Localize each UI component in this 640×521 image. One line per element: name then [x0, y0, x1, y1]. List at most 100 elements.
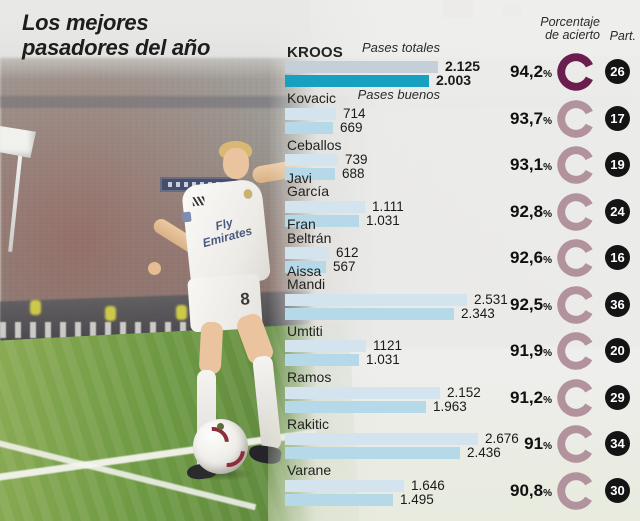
percent-sign: % — [543, 487, 552, 499]
bar-pases-totales: 2.531 — [285, 292, 508, 306]
matches-badge: 16 — [605, 245, 630, 270]
player-head — [223, 148, 249, 179]
bar-pases-totales: 1.111 — [285, 199, 404, 213]
percent-sign: % — [543, 208, 552, 220]
player-row: Rakitic 2.676 2.436 91% 34 — [285, 414, 640, 463]
bar-pases-buenos: 567 — [285, 260, 356, 273]
accuracy-donut-icon — [557, 99, 595, 138]
bar-pases-buenos: 688 — [285, 167, 365, 180]
ball-shadow — [188, 467, 254, 481]
pases-totales-value: 2.676 — [485, 431, 519, 446]
corner-flag-icon — [0, 126, 36, 158]
player-name: Varane — [287, 462, 332, 478]
pases-buenos-value: 2.003 — [436, 72, 472, 88]
player-row: Kovacic 714 669 93,7% 17 — [285, 88, 640, 138]
pases-totales-value: 739 — [345, 152, 368, 167]
player-row: Umtiti 1121 1.031 91,9% 20 — [285, 321, 640, 370]
accuracy-value: 91,9% — [510, 341, 552, 361]
bar-pases-buenos: 2.436 — [285, 446, 501, 459]
player-jersey: Fly Emirates — [180, 178, 272, 288]
accuracy-donut-icon — [557, 192, 595, 231]
bar-pases-totales: 2.676 — [285, 432, 519, 445]
player-left-hand — [148, 262, 161, 275]
pass-bars: 612 567 — [285, 245, 359, 273]
bar-pases-buenos: 1.963 — [285, 399, 467, 413]
pases-totales-value: 612 — [336, 245, 359, 260]
matches-badge: 26 — [605, 59, 630, 84]
percent-sign: % — [543, 255, 552, 266]
pases-buenos-value: 688 — [342, 166, 365, 181]
pases-buenos-value: 669 — [340, 119, 363, 135]
percent-sign: % — [543, 162, 552, 173]
accuracy-number: 91,2 — [510, 387, 544, 407]
bar-pases-buenos: 1.031 — [285, 353, 400, 366]
percent-sign: % — [543, 348, 552, 359]
matches-badge: 20 — [605, 338, 630, 363]
pases-buenos-value: 567 — [333, 259, 356, 274]
pass-bars: 739 688 — [285, 152, 368, 180]
accuracy-number: 90,8 — [510, 480, 544, 500]
accuracy-donut-icon — [557, 471, 595, 510]
player-left-leg — [198, 321, 224, 375]
player-name: Rakitic — [287, 415, 330, 432]
pass-bars: 2.676 2.436 — [285, 431, 519, 459]
label-pases-totales: Pases totales — [361, 40, 440, 55]
accuracy-value: 91,2% — [510, 388, 552, 408]
matches-badge: 24 — [605, 198, 630, 224]
percent-sign: % — [543, 394, 552, 406]
pases-buenos-value: 1.963 — [433, 398, 467, 414]
bar-pases-buenos: 669 — [285, 120, 363, 134]
pases-totales-value: 714 — [343, 105, 366, 121]
player-row: Ceballos 739 688 93,1% 19 — [285, 135, 640, 184]
steward-figure — [176, 305, 187, 320]
accuracy-donut-icon — [557, 378, 595, 417]
accuracy-value: 92,8% — [510, 202, 552, 222]
accuracy-value: 91% — [524, 434, 552, 454]
matches-badge: 19 — [605, 152, 630, 177]
matches-badge: 30 — [605, 477, 630, 503]
accuracy-donut-icon — [557, 425, 595, 463]
accuracy-donut-icon — [557, 53, 595, 91]
bar-pases-totales: 714 — [285, 106, 366, 120]
matches-badge: 36 — [605, 291, 630, 317]
player-row: Javi García 1.111 1.031 92,8% 24 — [285, 171, 640, 231]
accuracy-value: 92,6% — [510, 248, 552, 268]
percent-sign: % — [543, 115, 552, 127]
accuracy-number: 93,1 — [510, 155, 544, 174]
club-crest-icon — [243, 189, 253, 199]
bar-pases-totales: 1.646 — [285, 478, 445, 492]
player-name: Javi García — [287, 169, 330, 199]
bar-pases-buenos: 2.003 — [285, 73, 471, 87]
matches-badge: 34 — [605, 431, 630, 456]
pases-totales-value: 1.646 — [411, 477, 445, 493]
page-title: Los mejores pasadores del año — [22, 10, 211, 60]
accuracy-donut-icon — [557, 285, 595, 324]
player-row: Ramos 2.152 1.963 91,2% 29 — [285, 367, 640, 417]
adidas-logo-icon — [192, 196, 205, 207]
header-accuracy: Porcentaje de acierto — [540, 15, 600, 42]
player-name: Ceballos — [287, 136, 342, 153]
player-name: Fran Beltrán — [287, 216, 332, 246]
shorts-number: 8 — [239, 289, 251, 309]
pases-buenos-value: 1.031 — [366, 212, 400, 228]
player-row: Varane 1.646 1.495 90,8% 30 — [285, 460, 640, 510]
player-row: Fran Beltrán 612 567 92,6% 16 — [285, 217, 640, 277]
bar-pases-totales: 739 — [285, 153, 368, 166]
player-row: Aissa Mandi 2.531 2.343 92,5% 36 — [285, 264, 640, 324]
football-icon — [193, 419, 248, 474]
pass-bars: 2.152 1.963 — [285, 385, 481, 413]
steward-figure — [30, 300, 41, 315]
percent-sign: % — [543, 69, 552, 80]
pases-buenos-value: 1.031 — [366, 352, 400, 367]
accuracy-value: 90,8% — [510, 481, 552, 501]
pass-bars: 2.531 2.343 — [285, 292, 508, 320]
jersey-sponsor-text: Fly Emirates — [201, 215, 254, 251]
accuracy-donut-icon — [557, 332, 595, 370]
pases-totales-value: 1121 — [373, 338, 403, 353]
bar-pases-totales: 612 — [285, 246, 359, 259]
accuracy-donut-icon — [557, 146, 595, 184]
accuracy-value: 92,5% — [510, 295, 552, 315]
label-pases-buenos: Pases buenos — [357, 87, 440, 102]
percent-sign: % — [543, 441, 552, 452]
passing-chart: Porcentaje de acierto Part. Pases totale… — [285, 0, 640, 521]
